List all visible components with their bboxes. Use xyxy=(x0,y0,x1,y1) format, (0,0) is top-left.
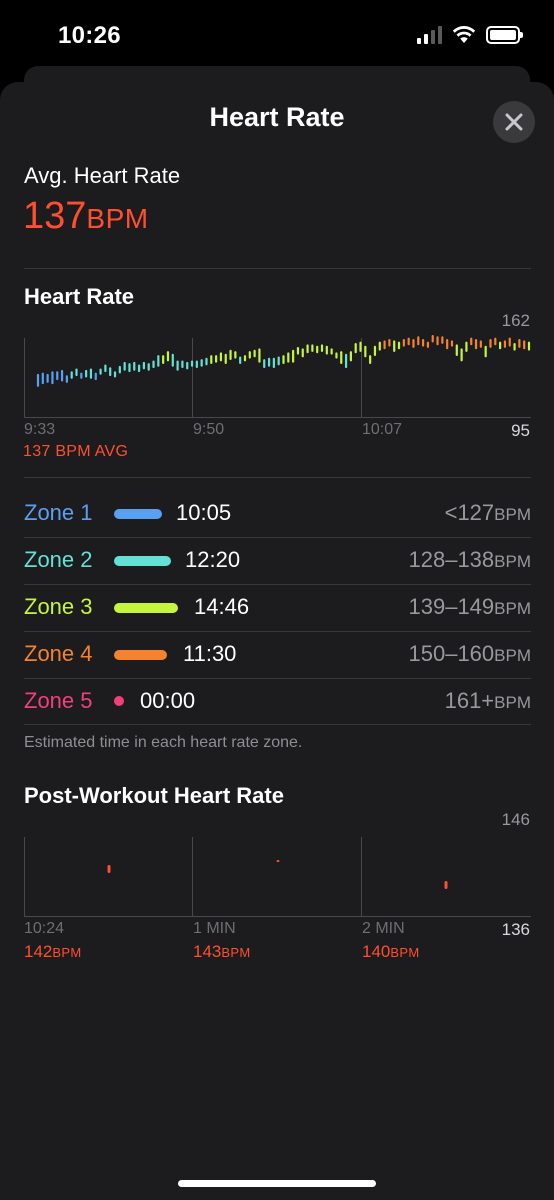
zone-range-value: 139–149 xyxy=(408,594,495,619)
post-bpm-value: 143 xyxy=(193,942,222,961)
zone-range-value: 161+ xyxy=(444,688,495,713)
zone-range: 150–160BPM xyxy=(409,641,532,667)
zone-range-unit: BPM xyxy=(494,646,531,665)
zone-bar xyxy=(114,696,124,706)
zone-range-unit: BPM xyxy=(494,693,531,712)
zone-range: <127BPM xyxy=(445,500,531,526)
heart-rate-chart xyxy=(24,334,531,418)
chart-y-max-label: 162 xyxy=(501,311,530,330)
status-time: 10:26 xyxy=(58,22,121,49)
post-chart-y-max-label: 146 xyxy=(501,810,530,829)
zone-bar xyxy=(114,556,171,566)
home-indicator[interactable] xyxy=(178,1180,376,1187)
post-workout-chart xyxy=(24,837,531,917)
chart-x-tick-label: 9:33 xyxy=(24,421,56,438)
battery-icon xyxy=(486,26,523,44)
post-workout-bar xyxy=(276,860,280,862)
zone-row-1: Zone 1 10:05 <127BPM xyxy=(24,490,531,537)
zone-range: 128–138BPM xyxy=(409,547,532,573)
wifi-icon xyxy=(452,26,476,43)
zone-time: 14:46 xyxy=(194,594,250,619)
zone-time: 10:05 xyxy=(176,500,232,525)
post-bpm-unit: BPM xyxy=(221,945,251,960)
avg-heart-rate-value: 137BPM xyxy=(23,193,149,242)
zone-range-unit: BPM xyxy=(494,505,531,524)
divider xyxy=(24,724,531,725)
zone-row-3: Zone 3 14:46 139–149BPM xyxy=(24,584,531,631)
status-icons xyxy=(417,26,523,44)
avg-heart-rate-label: Avg. Heart Rate xyxy=(24,163,181,188)
post-bpm-reading: 140BPM xyxy=(362,942,419,962)
zone-bar xyxy=(114,650,167,660)
divider xyxy=(24,631,531,632)
zone-name: Zone 3 xyxy=(24,594,93,619)
divider xyxy=(24,268,531,269)
zone-range-value: 128–138 xyxy=(408,547,495,572)
divider xyxy=(24,477,531,478)
close-button[interactable] xyxy=(493,101,535,143)
zone-range: 161+BPM xyxy=(445,688,531,714)
divider xyxy=(24,584,531,585)
status-bar: 10:26 xyxy=(0,0,554,70)
post-bpm-reading: 143BPM xyxy=(193,942,250,962)
zone-range-value: 150–160 xyxy=(408,641,495,666)
post-workout-bar xyxy=(107,865,111,873)
zone-row-5: Zone 5 00:00 161+BPM xyxy=(24,678,531,725)
post-workout-section-title: Post-Workout Heart Rate xyxy=(24,783,284,808)
zone-range-unit: BPM xyxy=(494,552,531,571)
zone-name: Zone 4 xyxy=(24,641,93,666)
divider xyxy=(24,537,531,538)
post-x-label: 10:24 xyxy=(24,920,65,937)
zone-time: 11:30 xyxy=(183,641,237,666)
zone-bar xyxy=(114,509,162,519)
zone-time: 12:20 xyxy=(185,547,241,572)
chart-y-min-label: 95 xyxy=(511,421,530,440)
close-icon xyxy=(505,113,523,131)
zone-time: 00:00 xyxy=(140,688,196,713)
avg-heart-rate-unit: BPM xyxy=(86,203,149,234)
zone-name: Zone 5 xyxy=(24,688,93,713)
post-bpm-unit: BPM xyxy=(390,945,420,960)
zones-footnote: Estimated time in each heart rate zone. xyxy=(24,734,303,751)
zone-bar xyxy=(114,603,178,613)
cellular-signal-icon xyxy=(417,26,442,44)
zone-range: 139–149BPM xyxy=(409,594,532,620)
post-bpm-unit: BPM xyxy=(52,945,82,960)
avg-bpm-note: 137 BPM AVG xyxy=(23,443,129,460)
chart-x-tick-label: 9:50 xyxy=(193,421,225,438)
heart-rate-section-title: Heart Rate xyxy=(24,284,135,309)
chart-x-tick-label: 10:07 xyxy=(362,421,403,438)
post-x-label: 2 MIN xyxy=(362,920,405,937)
post-bpm-value: 142 xyxy=(24,942,53,961)
zone-name: Zone 2 xyxy=(24,547,93,572)
post-bpm-reading: 142BPM xyxy=(24,942,81,962)
zone-range-value: <127 xyxy=(444,500,495,525)
zone-range-unit: BPM xyxy=(494,599,531,618)
sheet-title: Heart Rate xyxy=(209,102,345,132)
zone-row-2: Zone 2 12:20 128–138BPM xyxy=(24,537,531,584)
post-workout-bar xyxy=(444,881,448,889)
post-chart-y-min-label: 136 xyxy=(501,920,530,939)
zone-row-4: Zone 4 11:30 150–160BPM xyxy=(24,631,531,678)
post-x-label: 1 MIN xyxy=(193,920,236,937)
avg-heart-rate-number: 137 xyxy=(23,195,87,237)
post-bpm-value: 140 xyxy=(362,942,391,961)
zone-name: Zone 1 xyxy=(24,500,93,525)
divider xyxy=(24,678,531,679)
